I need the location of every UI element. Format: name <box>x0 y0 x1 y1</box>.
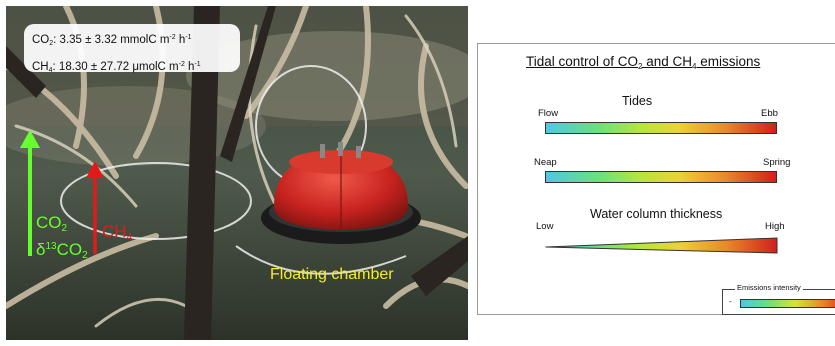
tides-title: Tides <box>622 94 653 108</box>
neap-label: Neap <box>534 157 557 168</box>
diagram-title: Tidal control of CO2 and CH4 emissions <box>526 54 761 71</box>
water-column-title: Water column thickness <box>590 207 723 221</box>
neap-spring-gradient-bar <box>545 171 777 183</box>
legend-min-label: - <box>729 297 732 306</box>
mangrove-photo: CO2: 3.35 ± 3.32 mmolC m-2 h-1 CH4: 18.3… <box>6 6 468 340</box>
spring-label: Spring <box>763 157 791 168</box>
co2-flux-line: CO2: 3.35 ± 3.32 mmolC m-2 h-1 <box>32 34 192 47</box>
legend-title: Emissions intensity <box>735 283 803 292</box>
tides-right-label: Ebb <box>761 108 778 119</box>
low-label: Low <box>536 221 554 232</box>
flow-ebb-gradient-bar <box>545 122 777 134</box>
flux-summary-box: CO2: 3.35 ± 3.32 mmolC m-2 h-1 CH4: 18.3… <box>24 24 240 74</box>
legend-gradient-bar <box>740 299 835 308</box>
tides-left-label: Flow <box>538 108 559 119</box>
tidal-control-diagram: Tidal control of CO2 and CH4 emissions T… <box>477 43 835 315</box>
emissions-intensity-legend: Emissions intensity - <box>722 283 835 315</box>
ch4-flux-line: CH4: 18.30 ± 27.72 μmolC m-2 h-1 <box>32 61 201 74</box>
high-label: High <box>765 221 785 232</box>
floating-chamber-label: Floating chamber <box>270 266 394 283</box>
co2-arrow-label: CO2 δ13CO2 <box>36 213 88 262</box>
water-thickness-wedge <box>545 237 778 254</box>
ch4-arrow-label: CH4 <box>102 222 133 243</box>
